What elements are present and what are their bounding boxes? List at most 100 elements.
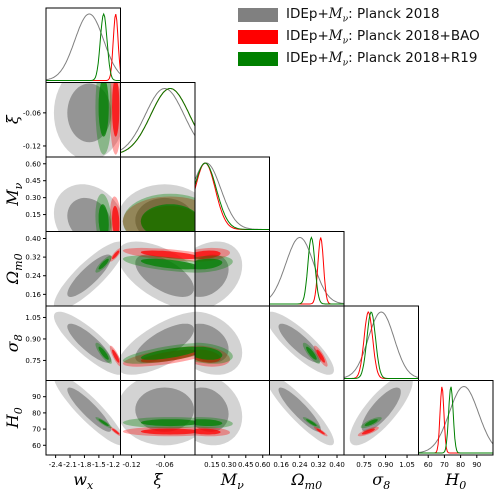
panel-frame — [418, 380, 494, 456]
contour-region — [135, 323, 194, 363]
x-axis-label: Ωm0 — [290, 470, 322, 492]
x-tick-label: -2.1 — [63, 461, 77, 469]
contour-region — [361, 428, 375, 435]
contour-region — [98, 419, 109, 426]
y-tick-label: -0.06 — [23, 109, 42, 117]
contour-region — [195, 250, 221, 259]
y-axis-label: σ8 — [3, 334, 25, 352]
contour-region — [112, 205, 120, 232]
x-tick-label: 80 — [456, 461, 465, 469]
contour-region — [364, 419, 378, 427]
x-tick-label: 0.90 — [378, 461, 394, 469]
panel-frame — [194, 156, 270, 232]
marginal-curve — [344, 311, 419, 379]
panel-frame — [269, 231, 345, 307]
y-tick-label: 0.16 — [25, 291, 41, 299]
x-tick-label: 1.05 — [399, 461, 415, 469]
legend-swatch — [238, 30, 278, 44]
contour-region — [195, 428, 221, 435]
contour-panel — [269, 380, 334, 446]
marginal-curve — [195, 162, 270, 230]
y-tick-label: 0.40 — [25, 235, 41, 243]
marginal-curve — [195, 162, 270, 230]
marginal-curve — [46, 12, 121, 81]
y-tick-label: 60 — [32, 442, 41, 450]
y-tick-label: 0.75 — [25, 357, 41, 365]
x-axis-label: ξ — [153, 470, 163, 489]
legend-label: IDEp+Mν: Planck 2018+R19 — [286, 49, 478, 69]
legend-swatch — [238, 8, 278, 22]
contour-region — [112, 82, 120, 137]
contour-region — [140, 419, 195, 427]
x-tick-label: 90 — [472, 461, 481, 469]
x-tick-label: 0.45 — [238, 461, 254, 469]
contour-region — [140, 250, 195, 259]
legend-item: IDEp+Mν: Planck 2018+R19 — [238, 48, 496, 70]
legend: IDEp+Mν: Planck 2018 IDEp+Mν: Planck 201… — [238, 4, 496, 70]
y-axis-label: H0 — [3, 407, 25, 429]
x-tick-label: 0.24 — [292, 461, 308, 469]
contour-region — [195, 346, 223, 360]
marginal-curve — [120, 88, 195, 154]
contour-panel — [269, 311, 334, 375]
legend-swatch — [238, 52, 278, 66]
x-tick-label: 0.15 — [204, 461, 220, 469]
marginal-panel — [344, 311, 419, 379]
marginal-curve — [46, 13, 121, 81]
marginal-curve — [344, 311, 419, 378]
y-tick-label: 80 — [32, 409, 41, 417]
y-tick-label: 0.15 — [25, 211, 41, 219]
y-tick-label: -0.12 — [23, 142, 41, 150]
marginal-curve — [120, 88, 195, 154]
x-axis-label: wx — [73, 470, 94, 492]
contour-region — [140, 258, 195, 270]
contour-region — [140, 428, 195, 435]
x-tick-label: -0.06 — [156, 461, 175, 469]
contour-panel — [120, 380, 195, 446]
y-tick-label: 1.05 — [25, 314, 41, 322]
contour-panel — [54, 380, 121, 446]
marginal-panel — [46, 12, 121, 81]
contour-region — [140, 204, 195, 232]
x-tick-label: 0.40 — [329, 461, 345, 469]
contour-region — [195, 258, 223, 270]
contour-panel — [349, 380, 413, 446]
contour-panel — [53, 184, 121, 232]
marginal-curve — [418, 386, 493, 454]
y-tick-label: 0.45 — [25, 177, 41, 185]
legend-label: IDEp+Mν: Planck 2018+BAO — [286, 27, 480, 47]
contour-panel — [195, 380, 243, 446]
contour-region — [112, 349, 120, 363]
marginal-panel — [195, 162, 270, 230]
contour-panel — [53, 241, 121, 306]
contour-panel — [195, 311, 243, 375]
y-tick-label: 0.90 — [25, 335, 41, 343]
x-tick-label: -1.2 — [106, 461, 120, 469]
contour-region — [316, 428, 325, 435]
contour-region — [98, 204, 109, 232]
contour-region — [306, 419, 317, 426]
x-tick-label: 0.60 — [255, 461, 271, 469]
x-tick-label: -0.12 — [122, 461, 140, 469]
contour-region — [316, 349, 325, 363]
x-tick-label: 0.30 — [221, 461, 237, 469]
marginal-curve — [269, 237, 344, 305]
y-tick-label: 0.60 — [25, 160, 41, 168]
x-tick-label: 0.75 — [356, 461, 372, 469]
contour-region — [195, 419, 223, 426]
x-axis-label: σ8 — [372, 470, 390, 492]
contour-region — [306, 346, 317, 360]
y-axis-label: Ωm0 — [3, 253, 25, 285]
x-tick-label: 60 — [424, 461, 433, 469]
marginal-curve — [195, 162, 270, 230]
contour-region — [112, 250, 120, 259]
marginal-panel — [269, 236, 344, 305]
marginal-curve — [120, 88, 195, 151]
contour-panel — [195, 241, 243, 306]
contour-region — [67, 323, 112, 363]
contour-panel — [53, 82, 121, 157]
x-tick-label: 0.32 — [311, 461, 327, 469]
contour-panel — [53, 311, 121, 375]
contour-region — [140, 346, 195, 360]
x-tick-label: 70 — [440, 461, 449, 469]
